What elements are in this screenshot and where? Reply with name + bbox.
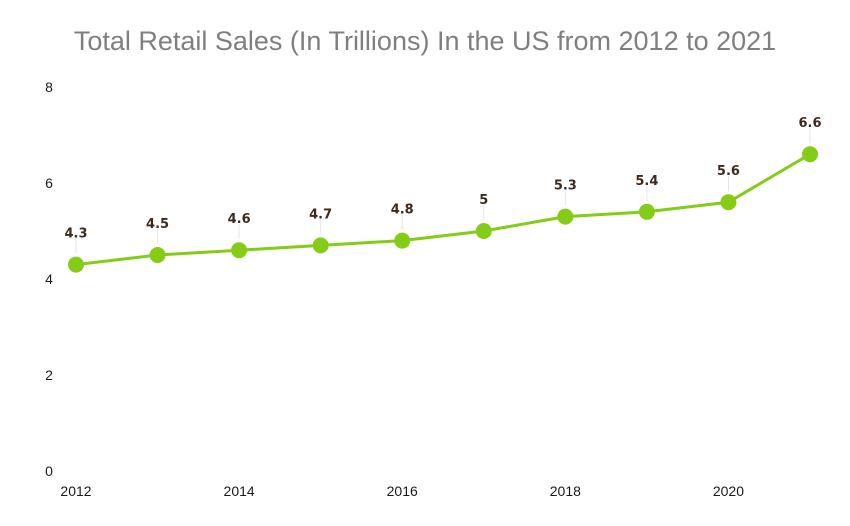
x-tick-label: 2016 xyxy=(387,483,418,499)
data-point xyxy=(312,237,329,254)
data-points xyxy=(68,146,818,273)
data-label-leaders xyxy=(75,128,811,254)
chart-title: Total Retail Sales (In Trillions) In the… xyxy=(73,26,777,56)
data-point xyxy=(68,256,84,273)
data-label: 4.8 xyxy=(391,203,414,218)
data-label: 4.6 xyxy=(228,212,251,227)
data-point xyxy=(557,208,574,225)
data-point xyxy=(231,242,248,259)
data-point xyxy=(149,247,166,263)
data-label: 6.6 xyxy=(798,116,821,131)
data-labels: 4.3 4.5 4.6 4.7 4.8 5 5.3 5.4 5.6 6.6 xyxy=(64,116,821,241)
x-tick-label: 2018 xyxy=(550,483,581,499)
y-tick-label: 8 xyxy=(45,79,53,95)
data-label: 4.5 xyxy=(146,217,169,232)
data-label: 5.6 xyxy=(717,164,740,179)
data-point xyxy=(475,223,492,239)
data-label: 5.4 xyxy=(635,174,658,189)
y-tick-label: 6 xyxy=(45,175,53,191)
y-tick-label: 0 xyxy=(45,463,53,479)
data-label: 4.3 xyxy=(64,227,87,242)
x-axis-ticks: 2012 2014 2016 2018 2020 xyxy=(60,483,744,499)
data-point xyxy=(720,194,737,211)
x-tick-label: 2012 xyxy=(60,483,91,499)
data-label: 5.3 xyxy=(554,179,577,194)
data-label: 5 xyxy=(479,193,488,208)
x-tick-label: 2014 xyxy=(224,483,255,499)
data-point xyxy=(638,203,655,220)
data-point xyxy=(394,232,411,249)
y-tick-label: 4 xyxy=(45,271,53,287)
series-line-group xyxy=(74,152,812,267)
x-tick-label: 2020 xyxy=(713,483,744,499)
data-label: 4.7 xyxy=(309,207,332,222)
series-line xyxy=(74,152,812,267)
y-axis-ticks: 0 2 4 6 8 xyxy=(45,79,53,479)
y-tick-label: 2 xyxy=(45,367,53,383)
data-point xyxy=(802,146,818,163)
